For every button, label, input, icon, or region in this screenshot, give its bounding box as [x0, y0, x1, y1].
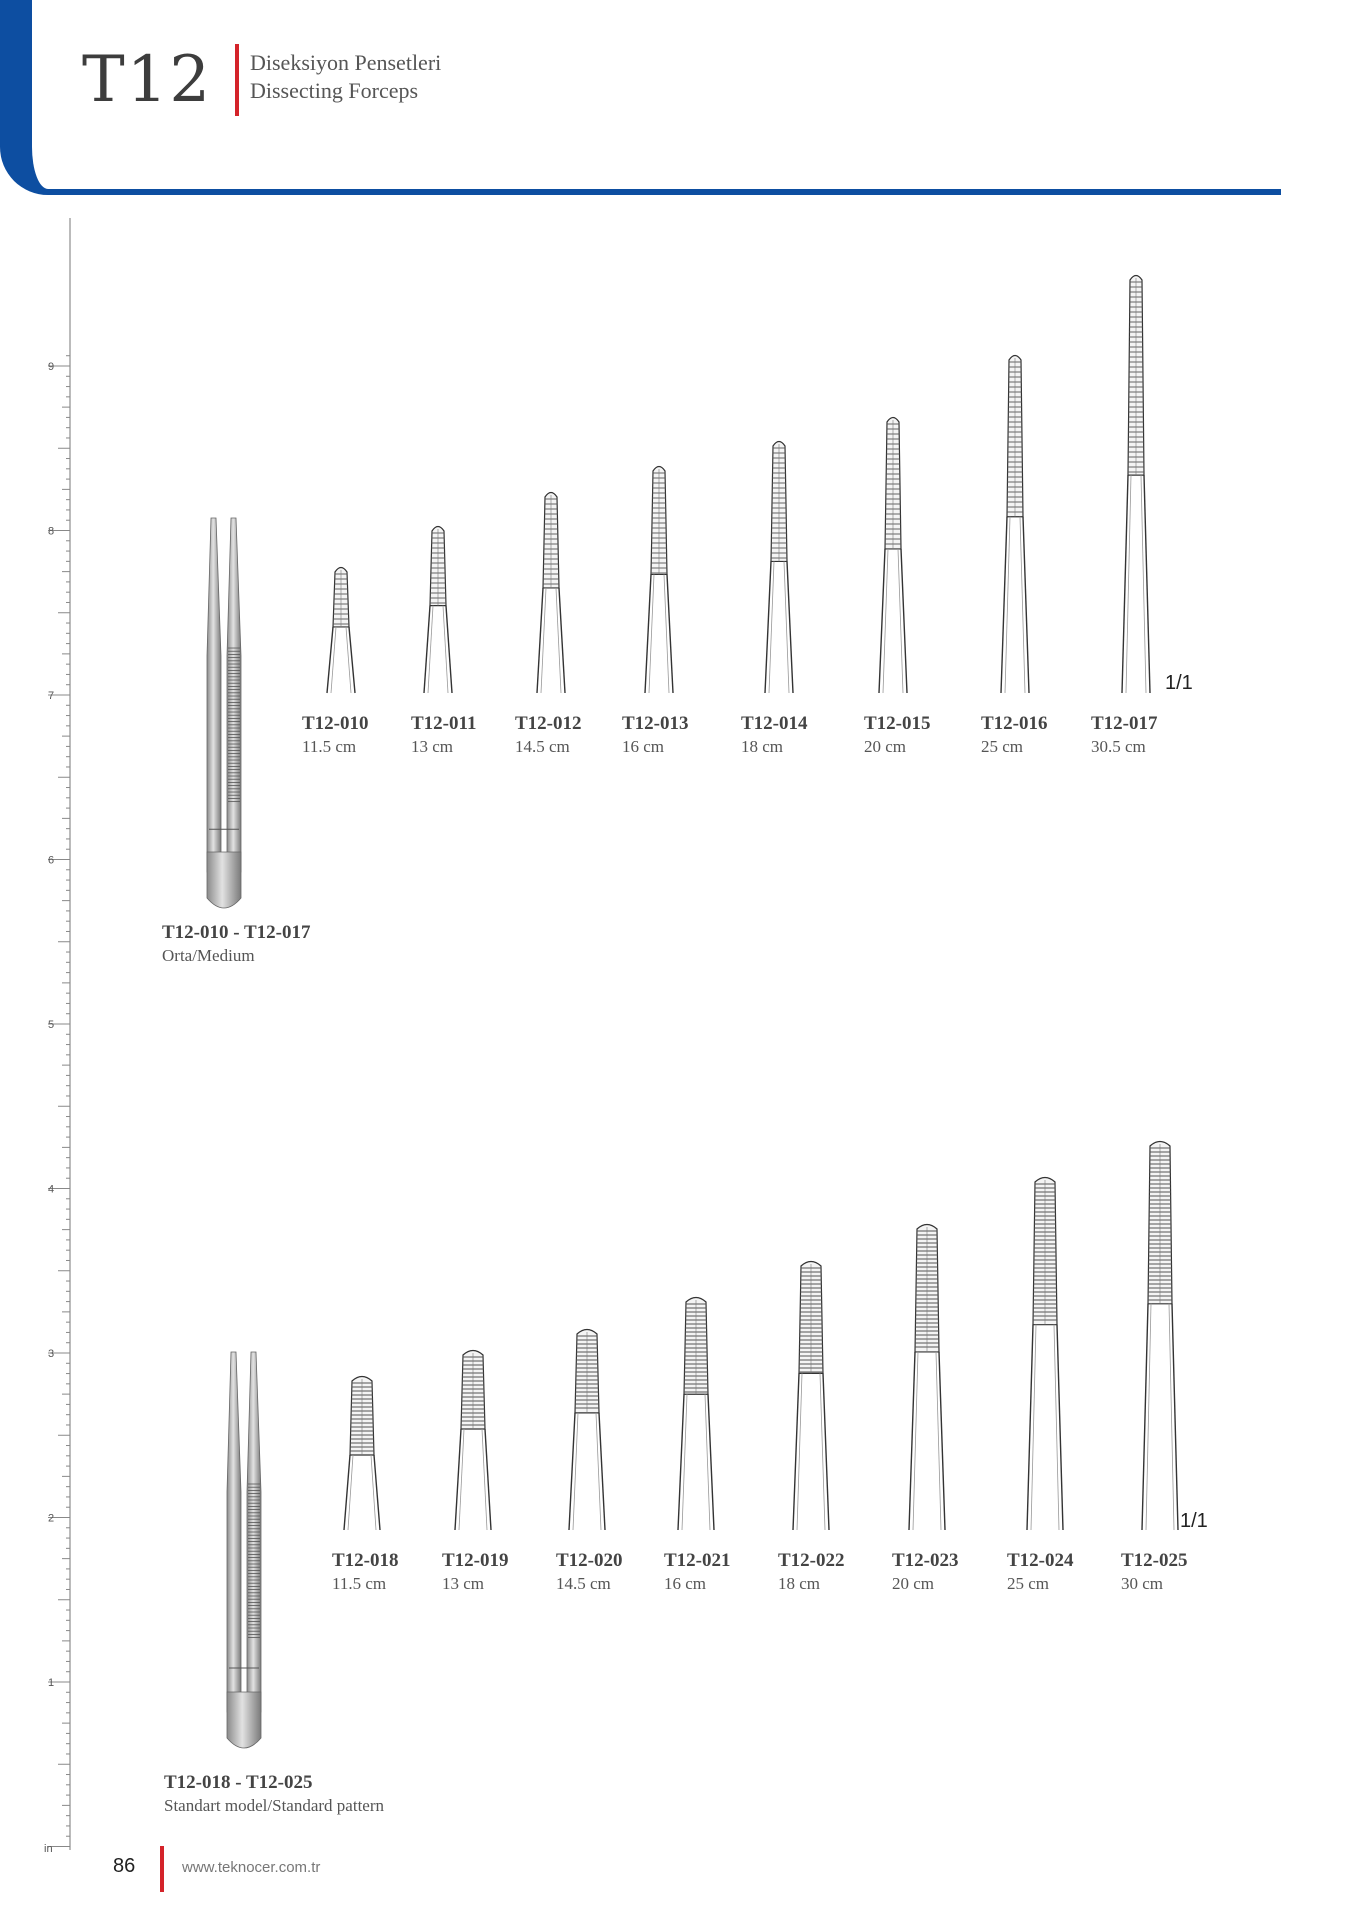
- full-forceps-standard: [226, 1351, 262, 1749]
- group-title-standard: T12-018 - T12-025: [164, 1772, 313, 1793]
- footer-divider: [160, 1846, 164, 1892]
- forceps-tip-drawing: [878, 416, 908, 694]
- product-code: T12-010: [302, 713, 369, 734]
- product-size: 30.5 cm: [1091, 737, 1146, 756]
- title-turkish: Diseksiyon Pensetleri: [250, 50, 442, 75]
- forceps-tip-drawing: [908, 1223, 946, 1531]
- product-size: 14.5 cm: [515, 737, 570, 756]
- forceps-tip-drawing: [343, 1375, 381, 1531]
- product-size: 20 cm: [864, 737, 907, 756]
- product-size: 20 cm: [892, 1574, 935, 1593]
- ruler-scale: 9 8 7 6 5 4 3 2 1: [48, 218, 71, 1850]
- product-code: T12-024: [1007, 1550, 1074, 1571]
- ruler-inch-label: 2: [48, 1513, 54, 1525]
- product-size: 25 cm: [981, 737, 1024, 756]
- product-code: T12-021: [664, 1550, 731, 1571]
- inch-ruler: 9 8 7 6 5 4 3 2 1: [40, 218, 80, 1850]
- forceps-tip-drawing: [764, 440, 794, 694]
- ruler-inch-label: 4: [48, 1184, 54, 1196]
- product-code: T12-014: [741, 713, 808, 734]
- section-code: T12: [82, 43, 213, 117]
- header-corner-accent: [0, 0, 80, 195]
- forceps-tip-drawing: [1026, 1176, 1064, 1531]
- product-code: T12-018: [332, 1550, 399, 1571]
- forceps-tip-drawing: [326, 566, 356, 694]
- product-code: T12-013: [622, 713, 689, 734]
- product-code: T12-015: [864, 713, 931, 734]
- scale-indicator-standard: 1/1: [1180, 1510, 1208, 1532]
- ruler-inch-label: 3: [48, 1348, 54, 1360]
- title-english: Dissecting Forceps: [250, 78, 419, 103]
- header-rule: [60, 189, 1281, 195]
- ruler-inch-label: 9: [48, 361, 54, 373]
- forceps-tip-drawing: [677, 1296, 715, 1531]
- forceps-tip-drawing: [792, 1260, 830, 1531]
- product-size: 30 cm: [1121, 1574, 1164, 1593]
- title-divider: [235, 44, 239, 116]
- ruler-inch-label: 8: [48, 526, 54, 538]
- forceps-tip-drawing: [454, 1349, 492, 1531]
- product-code: T12-012: [515, 713, 582, 734]
- forceps-tip-drawing: [644, 465, 674, 694]
- product-size: 11.5 cm: [332, 1574, 387, 1593]
- forceps-tip-drawing: [1121, 274, 1151, 694]
- ruler-inch-label: 1: [48, 1677, 54, 1689]
- ruler-inch-label: 7: [48, 690, 54, 702]
- product-size: 25 cm: [1007, 1574, 1050, 1593]
- group-title-medium: T12-010 - T12-017: [162, 922, 311, 943]
- product-size: 16 cm: [664, 1574, 707, 1593]
- product-size: 16 cm: [622, 737, 665, 756]
- group-subtitle-standard: Standart model/Standard pattern: [164, 1796, 384, 1815]
- ruler-inch-label: 5: [48, 1019, 54, 1031]
- website-link[interactable]: www.teknocer.com.tr: [182, 1859, 321, 1876]
- product-code: T12-017: [1091, 713, 1158, 734]
- product-code: T12-019: [442, 1550, 509, 1571]
- product-code: T12-011: [411, 713, 477, 734]
- product-code: T12-025: [1121, 1550, 1188, 1571]
- ruler-unit-label: in: [44, 1843, 53, 1855]
- product-size: 14.5 cm: [556, 1574, 611, 1593]
- forceps-tip-drawing: [1000, 354, 1030, 694]
- forceps-tip-drawing: [1141, 1140, 1179, 1531]
- product-code: T12-022: [778, 1550, 845, 1571]
- product-code: T12-020: [556, 1550, 623, 1571]
- product-size: 13 cm: [442, 1574, 485, 1593]
- page-number: 86: [113, 1855, 136, 1877]
- product-size: 18 cm: [741, 737, 784, 756]
- group-subtitle-medium: Orta/Medium: [162, 946, 255, 965]
- full-forceps-medium: [206, 517, 242, 909]
- forceps-tip-drawing: [568, 1328, 606, 1531]
- product-size: 18 cm: [778, 1574, 821, 1593]
- forceps-tip-drawing: [423, 525, 453, 694]
- product-code: T12-023: [892, 1550, 959, 1571]
- product-size: 11.5 cm: [302, 737, 357, 756]
- ruler-inch-label: 6: [48, 855, 54, 867]
- forceps-tip-drawing: [536, 491, 566, 694]
- scale-indicator-medium: 1/1: [1165, 672, 1193, 694]
- product-size: 13 cm: [411, 737, 454, 756]
- product-code: T12-016: [981, 713, 1048, 734]
